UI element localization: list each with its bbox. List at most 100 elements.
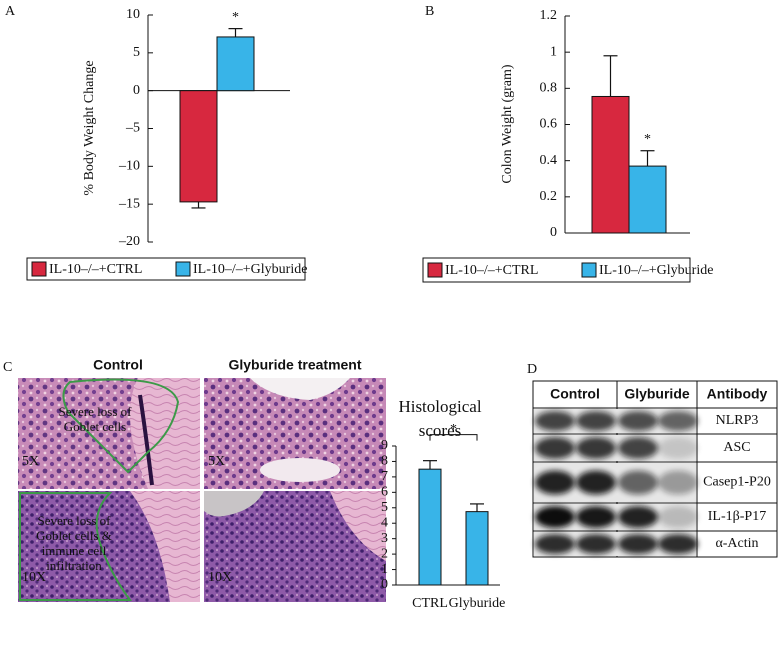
y-tick-label: 1 — [381, 562, 388, 577]
bar — [179, 90, 218, 203]
antibody-label: ASC — [723, 440, 750, 455]
annotation-box: Severe loss of Goblet cells — [58, 405, 132, 434]
y-axis-label: % Body Weight Change — [82, 60, 97, 195]
micrograph — [330, 491, 386, 561]
x-tick-label: Glyburide — [449, 596, 506, 611]
blot-band — [535, 437, 575, 459]
y-tick-label: –5 — [125, 121, 140, 136]
y-tick-label: 7 — [381, 469, 388, 484]
blot-band — [535, 506, 575, 528]
y-tick-label: 0 — [133, 83, 140, 98]
antibody-label: Casep1-P20 — [703, 475, 771, 490]
blot-band — [658, 506, 698, 528]
y-tick-label: –15 — [118, 196, 140, 211]
legend-box — [422, 257, 691, 283]
blot-band — [658, 411, 698, 431]
annotation: Severe loss of Goblet cells — [58, 405, 132, 434]
blot-band — [576, 470, 616, 495]
y-tick-label: 4 — [381, 515, 388, 530]
y-tick-label: –20 — [118, 234, 140, 249]
blot-band — [618, 506, 658, 528]
blot-band — [618, 411, 658, 431]
bar — [465, 511, 489, 586]
blot-header: Control — [550, 386, 600, 402]
y-tick-label: 10 — [126, 7, 140, 22]
micrograph — [18, 378, 148, 489]
micrograph — [138, 394, 154, 486]
western-blot: Control Glyburide Antibody NLRP3 ASC Casep1-P… — [532, 380, 778, 558]
y-tick-label: 5 — [381, 500, 388, 515]
legend-label: IL-10–/–+CTRL — [445, 263, 538, 278]
blot-band — [576, 534, 616, 554]
annotation: Severe loss of Goblet cells & immune cel… — [36, 514, 112, 573]
significance-bracket — [429, 434, 478, 441]
column-title: Glyburide treatment — [228, 357, 361, 373]
significance: * — [450, 422, 457, 437]
significance: * — [232, 10, 239, 25]
column-title: Control — [93, 357, 143, 373]
y-tick-label: 2 — [381, 546, 388, 561]
y-tick-label: 5 — [133, 45, 140, 60]
blot-band — [576, 437, 616, 459]
legend-swatch — [581, 262, 597, 278]
magnification: 10X — [22, 570, 46, 585]
y-tick-label: 0.2 — [540, 189, 558, 204]
y-axis-label: Colon Weight (gram) — [500, 64, 515, 183]
blot-band — [658, 534, 698, 554]
legend-box — [26, 257, 306, 281]
bar — [628, 165, 667, 234]
micrograph — [204, 491, 264, 517]
panel-label: D — [527, 362, 537, 377]
blot-band — [618, 534, 658, 554]
y-tick-label: –10 — [118, 159, 140, 174]
legend-label: IL-10–/–+CTRL — [49, 262, 142, 277]
panel-label: B — [425, 4, 434, 19]
micrograph — [250, 378, 350, 400]
blot-band — [576, 411, 616, 431]
y-tick-label: 0.6 — [540, 117, 558, 132]
y-tick-label: 8 — [381, 454, 388, 469]
y-tick-label: 0 — [550, 225, 557, 240]
blot-header: Antibody — [707, 386, 768, 402]
y-tick-label: 0.8 — [540, 81, 558, 96]
antibody-label: NLRP3 — [716, 413, 759, 428]
legend-label: IL-10–/–+Glyburide — [193, 262, 307, 277]
magnification: 5X — [22, 454, 39, 469]
y-tick-label: 3 — [381, 531, 388, 546]
y-tick-label: 0.4 — [540, 153, 558, 168]
blot-header: Glyburide — [624, 386, 690, 402]
y-tick-label: 1.2 — [540, 8, 558, 23]
micrograph — [130, 491, 200, 602]
blot-band — [535, 534, 575, 554]
antibody-label: α-Actin — [715, 536, 758, 551]
y-tick-label: 1 — [550, 44, 557, 59]
outline — [62, 378, 180, 474]
title-box: Histological scores — [398, 397, 482, 440]
blot-band — [658, 437, 698, 459]
magnification: 10X — [208, 570, 232, 585]
blot-band — [535, 411, 575, 431]
legend-label: IL-10–/–+Glyburide — [599, 263, 713, 278]
y-tick-label: 0 — [381, 577, 388, 592]
micrograph — [260, 458, 340, 482]
significance: * — [644, 132, 651, 147]
outline — [19, 492, 132, 601]
blot-band — [535, 470, 575, 495]
annotation-box: Severe loss of Goblet cells & immune cel… — [36, 514, 112, 573]
chart-title: Histological scores — [398, 397, 482, 440]
blot-band — [618, 470, 658, 495]
blot-band — [618, 437, 658, 459]
blot-band — [576, 506, 616, 528]
antibody-label: IL-1β-P17 — [708, 509, 766, 524]
histology-images — [18, 378, 386, 602]
x-tick-label: CTRL — [412, 596, 448, 611]
panel-label: A — [5, 4, 16, 19]
bar — [216, 36, 255, 92]
legend-swatch — [427, 262, 443, 278]
legend-swatch — [175, 261, 191, 277]
bar — [591, 95, 630, 234]
legend-swatch — [31, 261, 47, 277]
panel-label: C — [3, 360, 12, 375]
magnification: 5X — [208, 454, 225, 469]
y-tick-label: 6 — [381, 485, 388, 500]
